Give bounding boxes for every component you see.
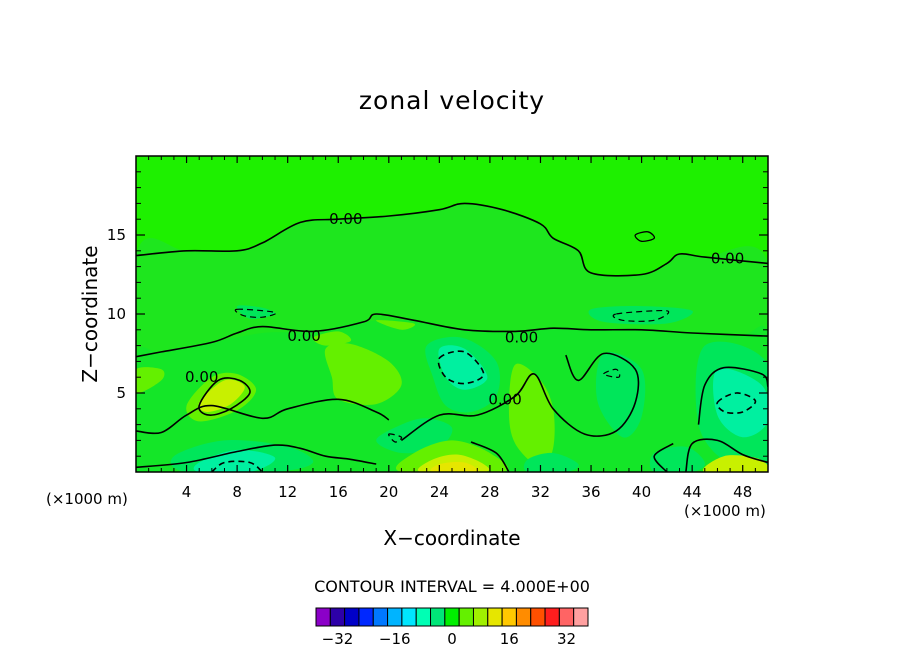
positive-anomaly-core [703, 455, 768, 472]
y-tick-label-0: 5 [116, 384, 126, 402]
colorbar-tick-label-1: −16 [379, 630, 411, 648]
x-tick-label-10: 44 [683, 483, 702, 501]
colorbar-swatch [472, 607, 489, 627]
zero-contour [136, 398, 390, 435]
colorbar-swatch [530, 607, 546, 627]
colorbar-swatch [573, 607, 589, 627]
colorbar: −32 −16 0 16 32 [315, 607, 589, 648]
contour-lines [136, 202, 768, 472]
colorbar-swatch [515, 607, 532, 627]
zero-contour [400, 352, 640, 442]
colorbar-swatch [329, 607, 346, 627]
zero-contour [653, 442, 674, 472]
contour-label-3: 0.00 [505, 329, 538, 347]
colorbar-swatch [315, 607, 331, 627]
x-axis-label: X−coordinate [383, 526, 521, 550]
negative-contour [612, 309, 670, 322]
negative-contour [437, 350, 485, 385]
contour-label-5: 0.00 [488, 390, 521, 408]
colorbar-swatch [558, 607, 575, 627]
negative-contour [603, 368, 621, 378]
contour-label-0: 0.00 [329, 210, 362, 228]
negative-contour [716, 392, 757, 415]
zero-contour [470, 441, 510, 472]
colorbar-swatch [501, 607, 517, 627]
y-axis-label: Z−coordinate [78, 245, 102, 383]
colorbar-tick-label-4: 32 [557, 630, 576, 648]
zero-contour [198, 377, 251, 416]
colorbar-swatch [387, 607, 403, 627]
colorbar-swatch [372, 607, 389, 627]
x-tick-label-11: 48 [733, 483, 752, 501]
negative-anomaly-core [713, 368, 768, 438]
colorbar-tick-label-3: 16 [500, 630, 519, 648]
x-tick-label-8: 36 [581, 483, 600, 501]
negative-anomaly [236, 305, 276, 319]
zero-contour [136, 444, 377, 469]
colorbar-swatch [458, 607, 474, 627]
positive-anomaly [312, 331, 352, 346]
colorbar-swatch [430, 607, 446, 627]
positive-anomaly-core [198, 379, 245, 413]
x-unit-left: (×1000 m) [46, 490, 128, 508]
x-tick-label-6: 28 [480, 483, 499, 501]
zero-contour [136, 202, 768, 277]
negative-anomaly [595, 352, 646, 438]
negative-anomaly-core [193, 449, 276, 472]
positive-anomaly [376, 320, 416, 330]
x-tick-label-3: 16 [329, 483, 348, 501]
chart-title: zonal velocity [358, 86, 546, 115]
zero-contour [136, 313, 768, 358]
colorbar-tick-label-0: −32 [322, 630, 354, 648]
colorbar-swatch [444, 607, 460, 627]
x-tick-label-0: 4 [182, 483, 192, 501]
zero-contour [685, 438, 768, 472]
colorbar-swatch [487, 607, 503, 627]
positive-anomaly-peak [430, 461, 479, 472]
colorbar-swatch [544, 607, 560, 627]
colorbar-swatch [344, 607, 360, 627]
negative-contour [234, 308, 277, 318]
negative-anomaly [649, 446, 705, 472]
x-tick-label-5: 24 [430, 483, 449, 501]
contour-interval-label: CONTOUR INTERVAL = 4.000E+00 [314, 577, 590, 596]
contour-label-1: 0.00 [711, 250, 744, 268]
y-tick-label-1: 10 [107, 305, 126, 323]
x-unit-right: (×1000 m) [684, 502, 766, 520]
x-tick-label-9: 40 [632, 483, 651, 501]
contour-label-2: 0.00 [287, 327, 320, 345]
contour-label-4: 0.00 [185, 368, 218, 386]
positive-anomaly [324, 343, 402, 405]
x-tick-label-1: 8 [232, 483, 242, 501]
y-tick-label-2: 15 [107, 226, 126, 244]
negative-contour [211, 460, 263, 472]
contour-labels: 0.00 0.00 0.00 0.00 0.00 0.00 [185, 210, 744, 408]
x-tick-label-7: 32 [531, 483, 550, 501]
colorbar-swatch [401, 607, 417, 627]
x-tick-label-4: 20 [379, 483, 398, 501]
colorbar-swatch [358, 607, 374, 627]
x-tick-label-2: 12 [278, 483, 297, 501]
contour-fills [136, 156, 768, 472]
negative-anomaly [523, 452, 579, 472]
positive-anomaly [136, 367, 165, 394]
colorbar-swatch [415, 607, 432, 627]
zero-contour [634, 231, 656, 243]
negative-anomaly-core [438, 345, 488, 390]
colorbar-tick-label-2: 0 [447, 630, 457, 648]
